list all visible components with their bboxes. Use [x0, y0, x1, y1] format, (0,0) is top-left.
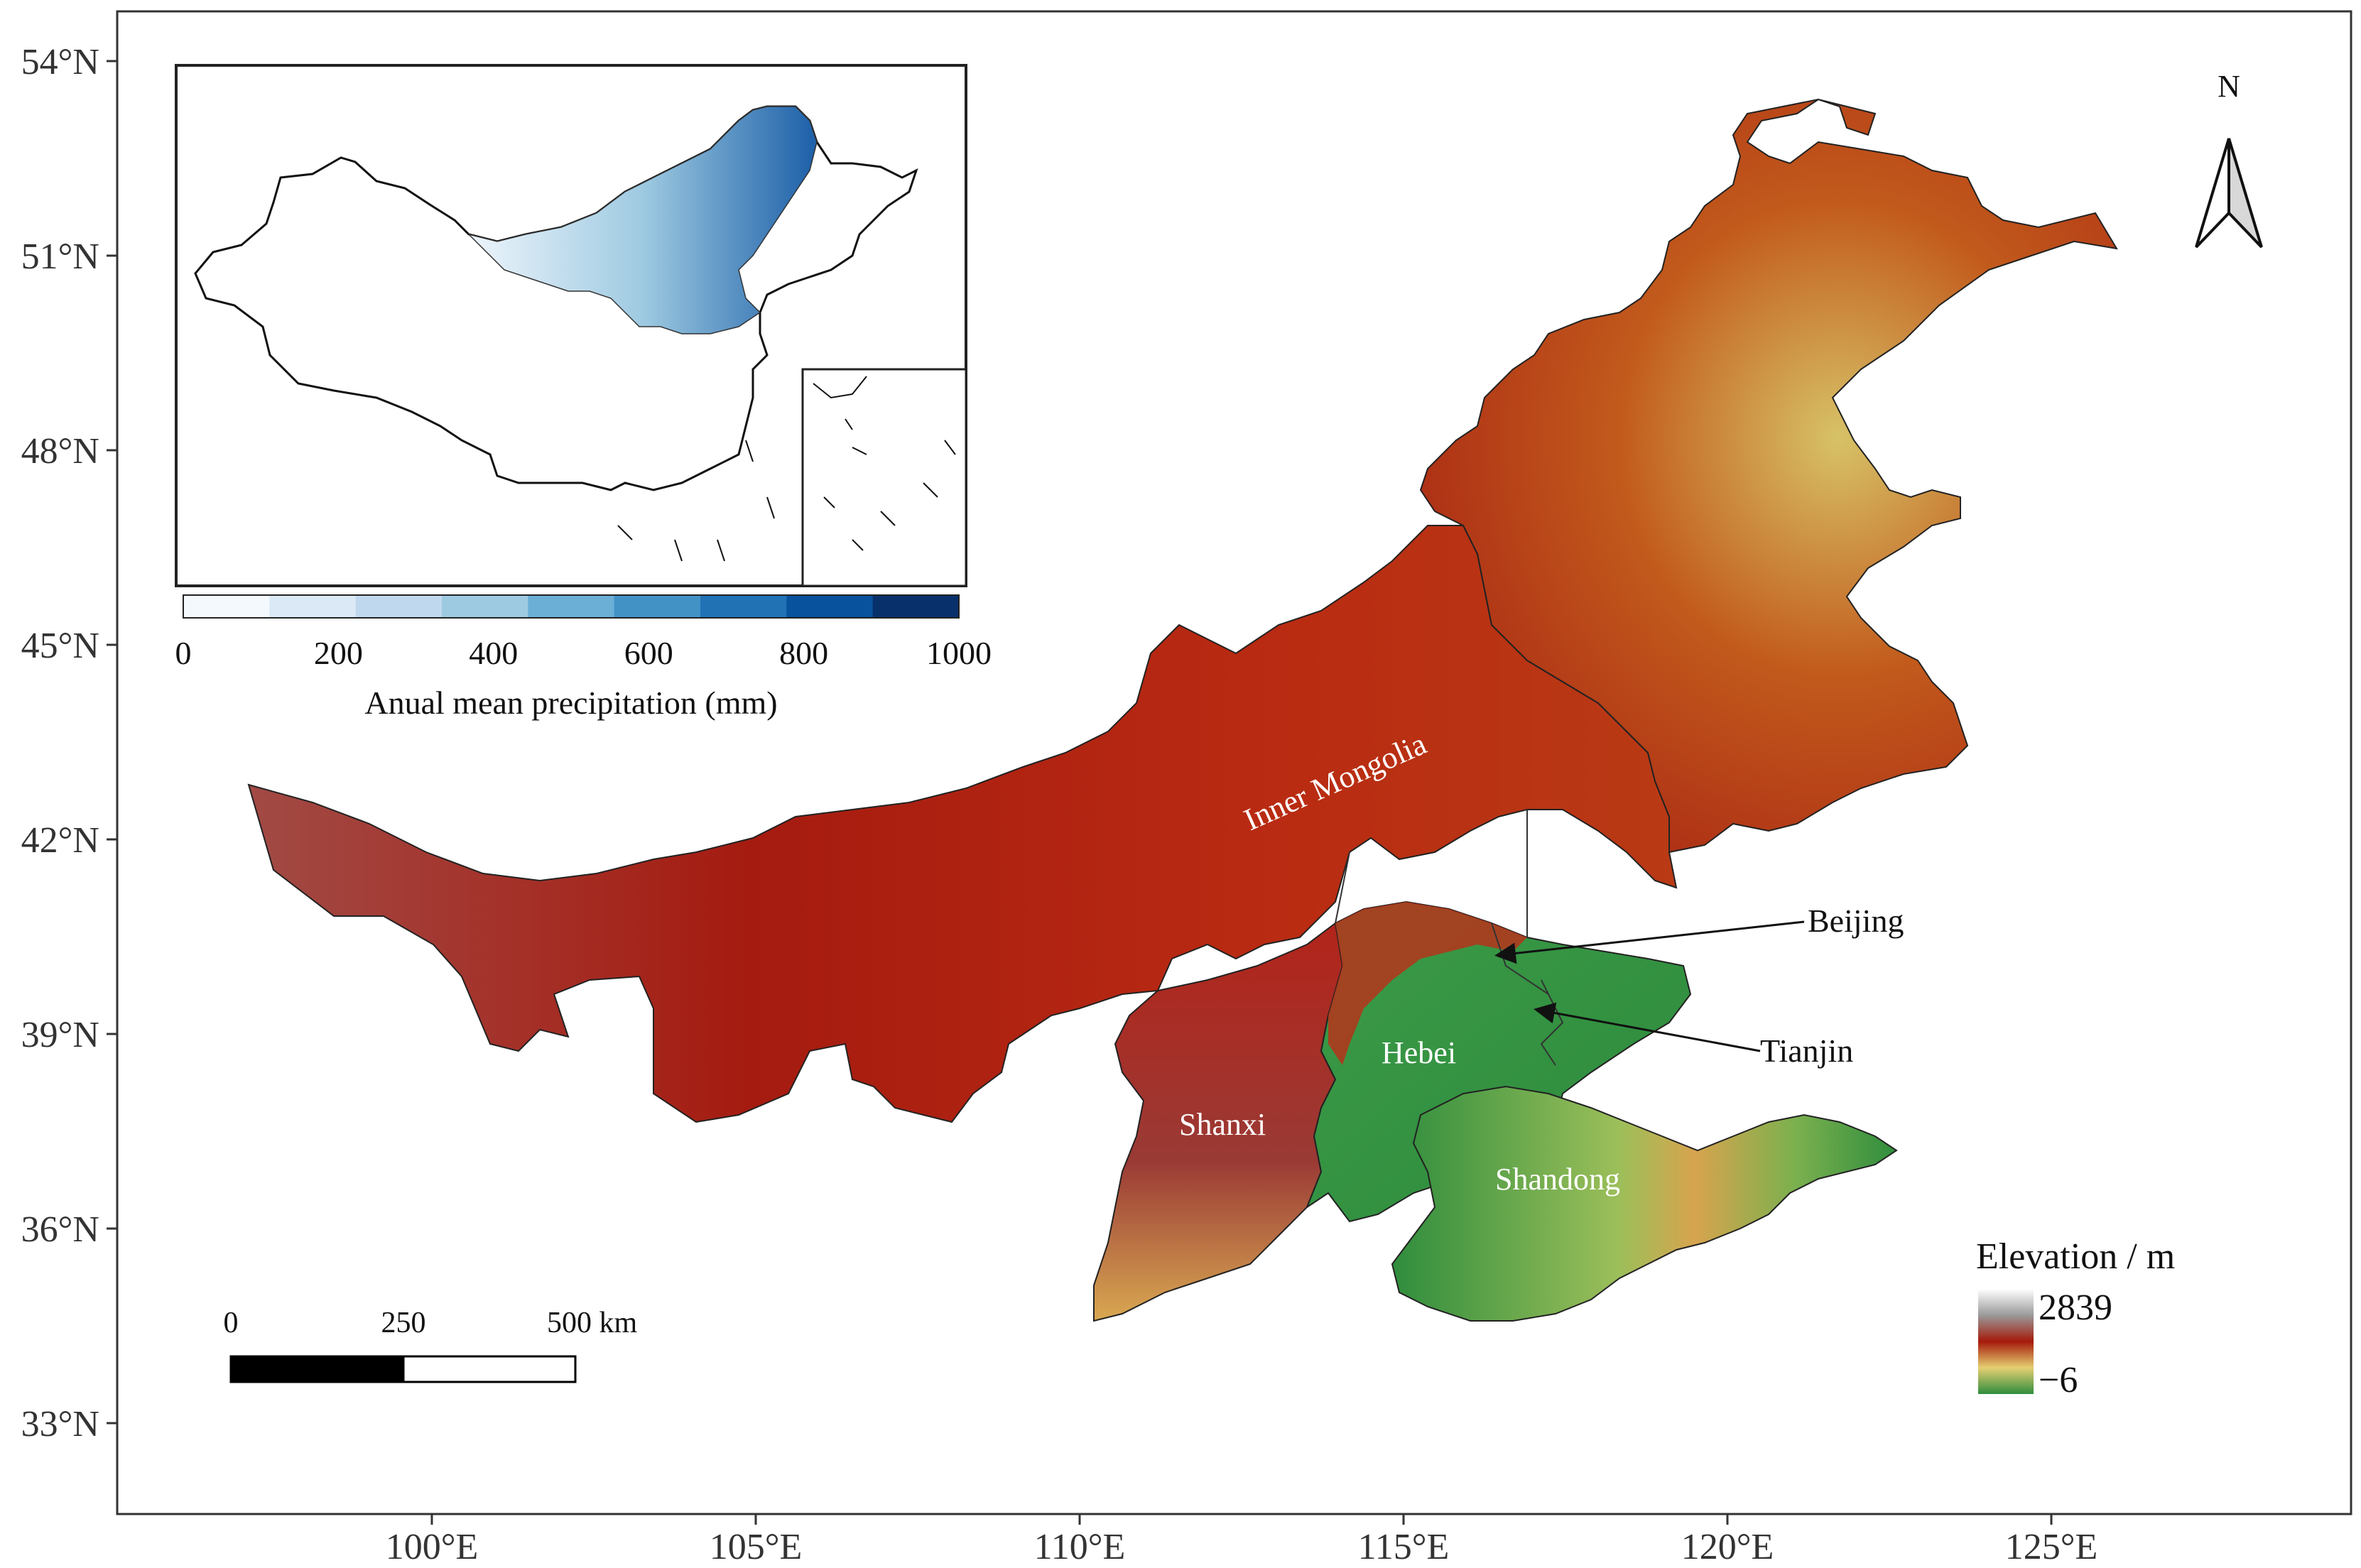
scale-bar-black [229, 1355, 405, 1383]
north-arrow-label: N [2218, 69, 2240, 104]
precip-colorbar-tick-label: 800 [779, 635, 828, 671]
latitude-tick-label: 51°N [21, 236, 99, 277]
precip-colorbar-segment [614, 595, 701, 618]
latitude-axis: 54°N 51°N 48°N 45°N 42°N 39°N 36°N 33°N [21, 42, 117, 1444]
latitude-tick-label: 48°N [21, 431, 99, 472]
precip-colorbar-segment [786, 595, 874, 618]
precip-colorbar-segment [355, 595, 443, 618]
shandong-area [1391, 1085, 1898, 1322]
longitude-axis: 100°E 105°E 110°E 115°E 120°E 125°E [386, 1514, 2098, 1567]
precip-colorbar-segment [700, 595, 787, 618]
precip-colorbar-tick-label: 1000 [926, 635, 992, 671]
label-hebei: Hebei [1382, 1035, 1456, 1070]
scale-bar-white [402, 1355, 577, 1383]
precip-colorbar-segment [872, 595, 960, 618]
longitude-tick-label: 110°E [1034, 1527, 1126, 1567]
precip-colorbar-segment [442, 595, 528, 618]
elevation-legend-title: Elevation / m [1976, 1236, 2175, 1277]
precip-colorbar-frame [183, 594, 960, 619]
longitude-tick-label: 105°E [710, 1527, 803, 1567]
scale-label-500: 500 km [547, 1307, 638, 1339]
precip-colorbar [183, 595, 960, 618]
precip-colorbar-tick-label: 200 [314, 635, 363, 671]
latitude-tick-label: 42°N [21, 820, 99, 861]
elevation-legend: Elevation / m 2839 −6 [1976, 1236, 2175, 1400]
label-tianjin: Tianjin [1760, 1033, 1853, 1069]
longitude-tick-label: 100°E [386, 1527, 479, 1567]
precip-colorbar-tick-label: 400 [469, 635, 518, 671]
province-border-lines [1335, 810, 1564, 1066]
scale-bar: 0 250 500 km [224, 1307, 638, 1383]
inset-south-china-sea-box [801, 368, 967, 587]
label-shanxi: Shanxi [1179, 1107, 1266, 1142]
latitude-tick-label: 39°N [21, 1015, 99, 1055]
precip-colorbar-title: Anual mean precipitation (mm) [364, 685, 777, 721]
precip-colorbar-ticks: 0 200 400 600 800 1000 [175, 635, 992, 671]
latitude-tick-label: 36°N [21, 1209, 99, 1250]
elevation-max-label: 2839 [2039, 1287, 2112, 1328]
inner-mongolia-area [247, 525, 1678, 1123]
inset-china-outline [194, 105, 918, 491]
latitude-tick-label: 33°N [21, 1404, 99, 1444]
scale-label-0: 0 [224, 1307, 239, 1339]
north-arrow-left-icon [2195, 138, 2230, 249]
inset-sea-islands [617, 376, 956, 562]
beijing-callout-line [1494, 920, 1805, 964]
inset-map: 0 200 400 600 800 1000 Anual mean precipitati… [175, 64, 992, 721]
scale-label-250: 250 [381, 1307, 426, 1339]
precip-colorbar-tick-label: 600 [624, 635, 673, 671]
northeast-area [1419, 98, 2118, 854]
precip-colorbar-segment [269, 595, 357, 618]
label-shandong: Shandong [1495, 1162, 1620, 1197]
north-arrow: N [2195, 69, 2263, 249]
north-arrow-right-icon [2227, 138, 2263, 249]
longitude-tick-label: 120°E [1681, 1527, 1774, 1567]
map-frame [116, 10, 2352, 1515]
latitude-tick-label: 54°N [21, 42, 99, 82]
elevation-min-label: −6 [2039, 1360, 2078, 1400]
precip-colorbar-tick-label: 0 [175, 635, 192, 671]
tianjin-callout-line [1534, 1002, 1761, 1052]
longitude-tick-label: 115°E [1358, 1527, 1450, 1567]
label-beijing: Beijing [1808, 903, 1904, 939]
elevation-colorbar [1978, 1289, 2034, 1394]
latitude-tick-label: 45°N [21, 626, 99, 666]
inset-precip-area [467, 106, 818, 334]
precip-colorbar-segment [528, 595, 615, 618]
longitude-tick-label: 125°E [2005, 1527, 2098, 1567]
hebei-mountains [1328, 902, 1527, 1065]
precip-colorbar-segment [183, 595, 270, 618]
